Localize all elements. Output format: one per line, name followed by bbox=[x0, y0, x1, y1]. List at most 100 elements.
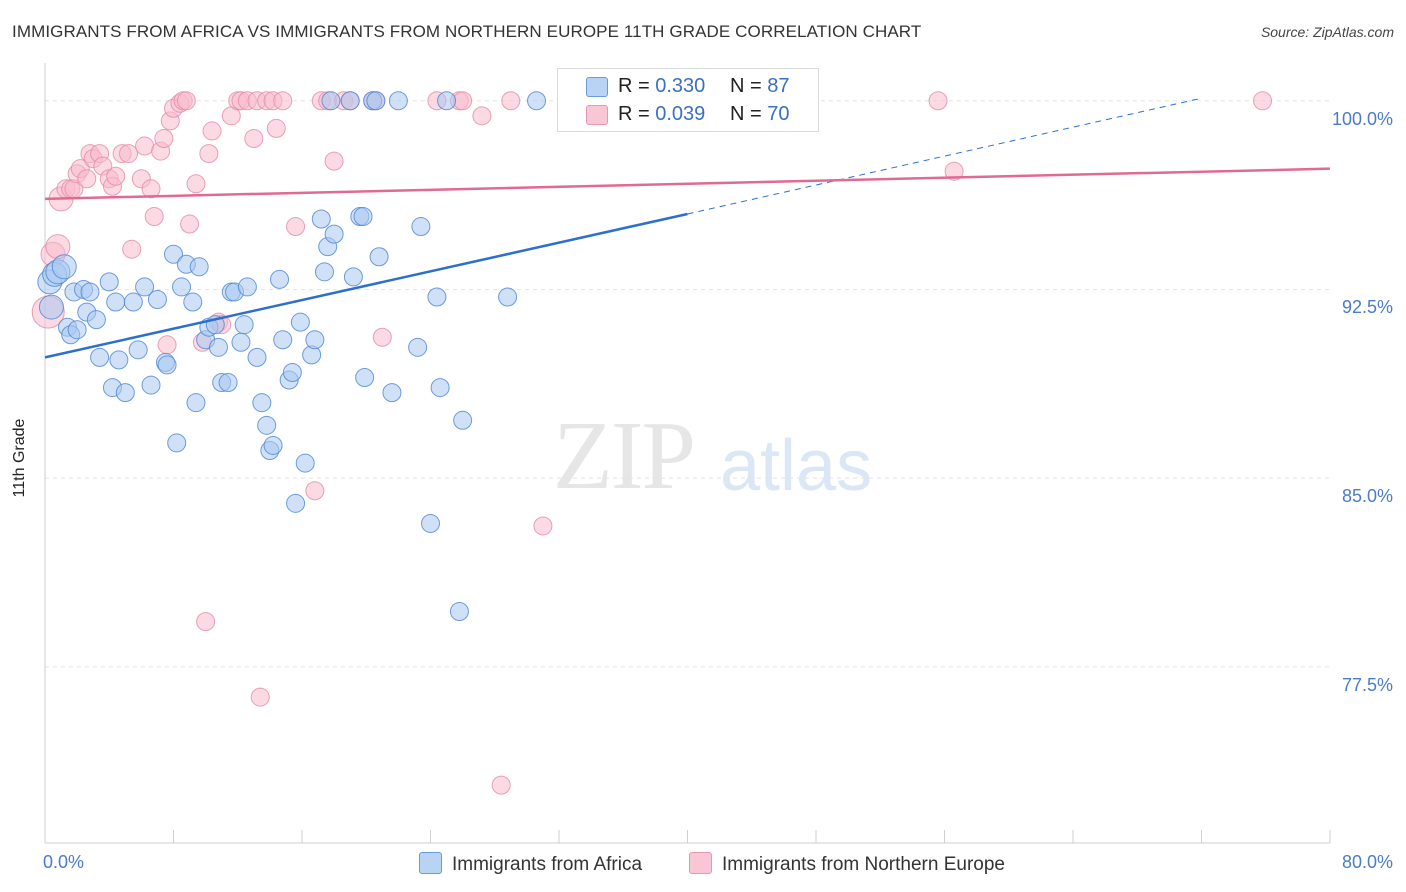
point-africa-8 bbox=[67, 320, 87, 340]
point-europe-37 bbox=[202, 121, 222, 141]
trendline-africa bbox=[44, 212, 688, 359]
point-europe-46 bbox=[250, 687, 270, 707]
point-europe-31 bbox=[176, 91, 196, 111]
legend-r-africa: R = 0.330 bbox=[618, 75, 706, 97]
point-africa-32 bbox=[189, 257, 209, 277]
point-africa-21 bbox=[135, 277, 155, 297]
point-europe-9 bbox=[77, 169, 97, 189]
bottom-legend-label-africa: Immigrants from Africa bbox=[452, 854, 643, 875]
point-africa-69 bbox=[366, 91, 386, 111]
point-europe-22 bbox=[141, 179, 161, 199]
legend-r-europe: R = 0.039 bbox=[618, 103, 706, 125]
point-africa-42 bbox=[234, 315, 254, 335]
point-africa-73 bbox=[408, 337, 428, 357]
point-africa-70 bbox=[369, 247, 389, 267]
point-africa-46 bbox=[257, 415, 277, 435]
point-africa-78 bbox=[437, 91, 457, 111]
watermark-zip: ZIP bbox=[553, 402, 696, 510]
point-africa-59 bbox=[314, 262, 334, 282]
point-africa-20 bbox=[128, 340, 148, 360]
point-africa-66 bbox=[353, 206, 373, 226]
legend-n-africa: N = 87 bbox=[730, 75, 790, 97]
bottom-legend-africa: Immigrants from Africa bbox=[419, 852, 642, 876]
point-africa-45 bbox=[252, 393, 272, 413]
point-europe-50 bbox=[273, 91, 293, 111]
point-africa-36 bbox=[208, 337, 228, 357]
point-europe-66 bbox=[501, 91, 521, 111]
point-africa-58 bbox=[311, 209, 331, 229]
point-africa-28 bbox=[172, 277, 192, 297]
legend-swatch-africa bbox=[586, 77, 608, 97]
point-africa-54 bbox=[290, 312, 310, 332]
y-tick-label-3: 100.0% bbox=[1331, 108, 1393, 129]
x-tick-label-max: 80.0% bbox=[1341, 852, 1393, 872]
point-africa-27 bbox=[167, 433, 187, 453]
point-africa-26 bbox=[164, 244, 183, 264]
point-africa-43 bbox=[237, 277, 257, 297]
x-tick-label-min: 0.0% bbox=[43, 852, 85, 872]
point-europe-68 bbox=[928, 91, 948, 111]
point-europe-25 bbox=[154, 128, 174, 148]
point-africa-23 bbox=[147, 290, 167, 310]
point-africa-1 bbox=[38, 294, 64, 320]
point-africa-52 bbox=[282, 362, 302, 382]
point-africa-72 bbox=[388, 91, 408, 111]
point-europe-44 bbox=[244, 128, 264, 148]
point-europe-52 bbox=[305, 481, 325, 501]
point-africa-75 bbox=[421, 513, 440, 533]
y-tick-label-1: 85.0% bbox=[1341, 486, 1393, 507]
point-africa-4 bbox=[51, 254, 77, 280]
point-europe-55 bbox=[324, 151, 344, 171]
chart-title: IMMIGRANTS FROM AFRICA VS IMMIGRANTS FRO… bbox=[12, 22, 922, 41]
point-africa-11 bbox=[80, 282, 100, 302]
point-africa-74 bbox=[411, 217, 431, 237]
point-africa-41 bbox=[231, 332, 251, 352]
y-tick-label-2: 92.5% bbox=[1341, 297, 1393, 318]
point-europe-18 bbox=[119, 144, 139, 164]
bottom-legend-swatch-africa bbox=[419, 852, 442, 874]
point-europe-69 bbox=[944, 161, 964, 181]
point-africa-30 bbox=[183, 292, 203, 312]
point-europe-21 bbox=[135, 136, 155, 156]
point-europe-49 bbox=[266, 118, 286, 138]
point-africa-25 bbox=[157, 355, 177, 375]
point-africa-50 bbox=[273, 330, 293, 350]
point-europe-16 bbox=[106, 166, 126, 186]
trendline-europe bbox=[44, 167, 1331, 201]
point-africa-79 bbox=[449, 602, 469, 622]
point-europe-33 bbox=[186, 174, 206, 194]
point-europe-35 bbox=[196, 612, 216, 632]
point-africa-71 bbox=[382, 383, 402, 403]
point-europe-63 bbox=[453, 91, 473, 111]
point-africa-57 bbox=[305, 330, 325, 350]
point-europe-60 bbox=[372, 327, 392, 347]
point-africa-17 bbox=[109, 350, 129, 370]
bottom-legend-europe: Immigrants from Northern Europe bbox=[689, 852, 1005, 876]
point-africa-44 bbox=[247, 347, 267, 367]
point-africa-77 bbox=[430, 378, 450, 398]
point-africa-13 bbox=[90, 347, 110, 367]
bottom-legend-label-europe: Immigrants from Northern Europe bbox=[722, 854, 1005, 875]
point-africa-16 bbox=[106, 292, 126, 312]
point-africa-63 bbox=[340, 91, 360, 111]
correlation-legend: R = 0.330 N = 87 R = 0.039 N = 70 bbox=[557, 68, 819, 132]
point-africa-22 bbox=[141, 375, 161, 395]
point-africa-14 bbox=[99, 272, 119, 292]
y-tick-label-0: 77.5% bbox=[1341, 674, 1393, 695]
point-europe-32 bbox=[180, 214, 200, 234]
point-africa-12 bbox=[86, 310, 106, 330]
point-europe-64 bbox=[472, 106, 492, 126]
point-africa-53 bbox=[286, 493, 306, 513]
point-africa-61 bbox=[321, 91, 341, 111]
point-africa-76 bbox=[427, 287, 447, 307]
point-africa-81 bbox=[498, 287, 518, 307]
bottom-legend-swatch-europe bbox=[689, 852, 712, 874]
point-africa-38 bbox=[218, 373, 238, 393]
point-europe-65 bbox=[491, 775, 511, 795]
point-africa-64 bbox=[343, 267, 363, 287]
point-africa-18 bbox=[115, 383, 135, 403]
point-africa-48 bbox=[263, 435, 283, 455]
point-africa-49 bbox=[270, 269, 290, 289]
point-africa-19 bbox=[123, 292, 143, 312]
